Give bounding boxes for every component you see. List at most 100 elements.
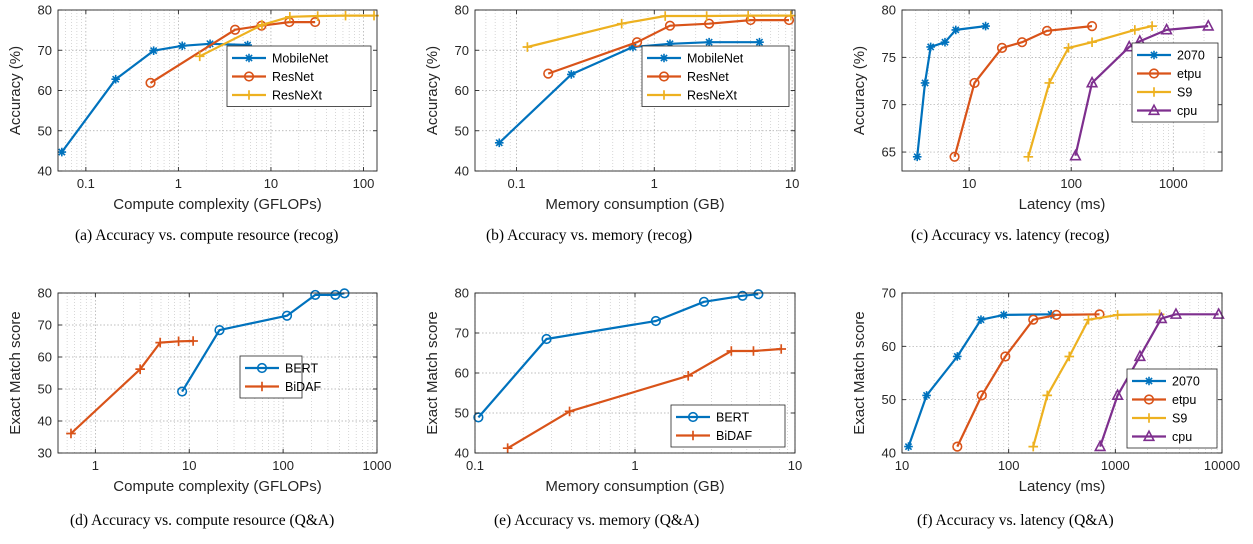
- subplot-d: 1 10 100 1000 30 40 50 60 70 80 Compute complexity…: [7, 286, 391, 530]
- data-point: [776, 344, 787, 354]
- data-point: [177, 41, 187, 51]
- data-point: [135, 364, 145, 374]
- x-tick-label: 10: [264, 176, 278, 191]
- series-s9: [1023, 21, 1157, 162]
- y-tick-label: 65: [882, 145, 896, 160]
- series-line-mobilenet: [60, 42, 248, 153]
- series-line-resnext: [527, 14, 791, 49]
- y-tick-label: 40: [38, 414, 52, 429]
- y-axis-label: Exact Match score: [424, 311, 441, 434]
- data-point: [502, 443, 513, 453]
- data-point: [145, 77, 156, 88]
- legend-marker: [659, 53, 669, 63]
- series-line-s9: [1032, 313, 1160, 447]
- legend-marker: [1149, 87, 1159, 97]
- y-tick-label: 60: [882, 339, 896, 354]
- series-line-mobilenet: [498, 41, 760, 144]
- data-point: [786, 10, 796, 21]
- legend-marker: [1144, 376, 1154, 386]
- legend-marker: [687, 411, 699, 423]
- data-point: [1093, 439, 1107, 452]
- x-tick-label: 1000: [1101, 458, 1130, 473]
- data-point: [660, 11, 670, 21]
- legend-label: ResNeXt: [272, 89, 323, 103]
- y-axis-label: Accuracy (%): [851, 46, 868, 135]
- legend: BERT BiDAF: [239, 355, 321, 399]
- data-point: [628, 42, 638, 52]
- legend-label: ResNet: [687, 70, 729, 84]
- data-point: [926, 42, 935, 52]
- x-axis-label: Memory consumption (GB): [545, 196, 724, 213]
- data-point: [953, 352, 962, 361]
- legend: 2070 etpu S9 cpu: [1126, 368, 1218, 449]
- data-point: [920, 78, 930, 88]
- series-2070: [912, 21, 990, 162]
- data-point: [149, 46, 158, 55]
- data-point: [155, 337, 165, 348]
- x-tick-label: 1: [651, 176, 658, 191]
- y-tick-label: 80: [38, 3, 52, 18]
- x-tick-label: 1000: [1159, 176, 1188, 191]
- data-point: [1111, 388, 1124, 400]
- legend-marker: [1143, 394, 1155, 405]
- data-point: [1155, 311, 1168, 324]
- y-tick-label: 80: [455, 286, 469, 301]
- subplot-f: 10 100 1000 10000 40 50 60 70 Latency (ms) Exact …: [851, 286, 1240, 530]
- legend: MobileNet ResNet ResNeXt: [641, 45, 790, 107]
- axes-frame: [901, 9, 1223, 172]
- y-tick-label: 40: [455, 164, 469, 179]
- series-line-2070: [916, 25, 986, 157]
- data-point: [737, 290, 748, 301]
- data-point: [57, 147, 67, 157]
- data-point: [940, 37, 950, 47]
- data-point: [912, 152, 922, 162]
- data-point: [281, 310, 293, 321]
- legend-marker: [256, 362, 268, 374]
- legend: MobileNet ResNet ResNeXt: [226, 45, 372, 107]
- data-point: [1085, 75, 1099, 88]
- x-axis-label: Latency (ms): [1019, 478, 1106, 495]
- y-tick-label: 80: [38, 286, 52, 301]
- legend-marker: [1144, 413, 1154, 423]
- data-point: [230, 24, 241, 35]
- data-point: [753, 289, 764, 300]
- legend-label: BERT: [285, 362, 318, 376]
- data-point: [111, 74, 120, 84]
- data-point: [1086, 20, 1098, 32]
- legend-label: etpu: [1172, 393, 1196, 407]
- data-point: [1133, 349, 1147, 362]
- x-tick-label: 10: [788, 458, 802, 473]
- axes-frame: [901, 292, 1223, 454]
- series-cpu: [1093, 307, 1225, 452]
- subfigure-caption: (a) Accuracy vs. compute resource (recog…: [75, 227, 338, 244]
- data-point: [683, 371, 693, 381]
- legend-label: BiDAF: [285, 380, 321, 394]
- x-tick-label: 0.1: [507, 176, 525, 191]
- legend-label: ResNet: [272, 70, 314, 84]
- data-point: [951, 25, 961, 35]
- y-tick-label: 60: [38, 350, 52, 365]
- series-bert: [473, 289, 764, 423]
- y-tick-label: 80: [882, 3, 896, 18]
- series-line-bert: [477, 293, 759, 419]
- y-tick-label: 70: [455, 43, 469, 58]
- y-tick-label: 40: [455, 446, 469, 461]
- data-point: [567, 70, 576, 79]
- y-tick-label: 60: [455, 83, 469, 98]
- y-axis-label: Accuracy (%): [7, 46, 24, 135]
- x-tick-label: 10: [785, 176, 799, 191]
- subfigure-caption: (b) Accuracy vs. memory (recog): [486, 227, 692, 244]
- series-resnext: [194, 10, 379, 62]
- data-point: [243, 40, 252, 50]
- series-etpu: [949, 20, 1098, 162]
- data-point: [1083, 314, 1094, 325]
- data-point: [976, 315, 986, 324]
- data-point: [309, 16, 321, 28]
- y-tick-label: 75: [882, 50, 896, 65]
- series-line-bert: [181, 292, 345, 393]
- series-mobilenet: [494, 37, 764, 148]
- y-tick-label: 50: [38, 123, 52, 138]
- legend-marker: [688, 430, 698, 441]
- legend-label: ResNeXt: [687, 89, 738, 103]
- y-tick-label: 40: [38, 164, 52, 179]
